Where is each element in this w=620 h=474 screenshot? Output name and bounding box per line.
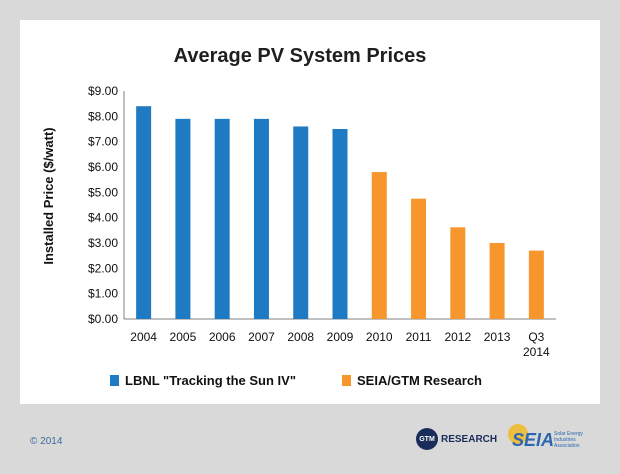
x-tick-label: 2006 — [209, 330, 236, 344]
x-tick-label: 2005 — [170, 330, 197, 344]
legend-label: LBNL "Tracking the Sun IV" — [125, 373, 296, 388]
bar — [371, 172, 387, 319]
seia-subtitle: Solar Energy Industries Association — [554, 431, 583, 449]
legend-swatch — [110, 375, 119, 386]
x-tick-label: 2004 — [130, 330, 157, 344]
y-tick-label: $6.00 — [88, 160, 118, 174]
bar — [136, 106, 152, 319]
bar — [450, 227, 466, 319]
y-tick-label: $5.00 — [88, 185, 118, 199]
x-tick-label: 2013 — [484, 330, 511, 344]
bar — [489, 243, 505, 319]
chart-title: Average PV System Prices — [174, 45, 427, 67]
chart-panel: Average PV System Prices Installed Price… — [20, 20, 600, 404]
bar — [175, 118, 191, 319]
bar — [528, 250, 544, 319]
y-tick-label: $1.00 — [88, 287, 118, 301]
y-tick-label: $0.00 — [88, 312, 118, 326]
y-tick-label: $2.00 — [88, 261, 118, 275]
legend-label: SEIA/GTM Research — [357, 373, 482, 388]
y-tick-label: $9.00 — [88, 84, 118, 98]
x-tick-label: Q3 2014 — [523, 330, 550, 359]
bar — [253, 118, 269, 319]
y-tick-label: $4.00 — [88, 211, 118, 225]
y-tick-label: $7.00 — [88, 135, 118, 149]
y-axis-label: Installed Price ($/watt) — [41, 127, 56, 264]
sun-icon — [508, 424, 528, 444]
x-tick-label: 2007 — [248, 330, 275, 344]
bar — [293, 126, 309, 319]
legend-swatch — [342, 375, 351, 386]
bars — [136, 106, 544, 319]
seia-logo: SEIA Solar Energy Industries Association — [508, 424, 588, 454]
y-tick-label: $8.00 — [88, 109, 118, 123]
legend: LBNL "Tracking the Sun IV" SEIA/GTM Resea… — [110, 373, 482, 388]
gtm-research-logo: GTM RESEARCH — [416, 428, 497, 450]
gtm-badge: GTM — [416, 428, 438, 450]
bar — [411, 198, 427, 319]
y-tick-label: $3.00 — [88, 236, 118, 250]
bar — [332, 129, 348, 319]
x-axis: 2004 2005 2006 2007 2008 2009 2010 2011 2012 2013… — [130, 330, 550, 359]
x-tick-label: 2008 — [287, 330, 314, 344]
chart: Average PV System Prices Installed Price… — [41, 45, 556, 388]
x-tick-label: 2009 — [327, 330, 354, 344]
seia-word: SEIA — [512, 430, 555, 450]
copyright-text: © 2014 — [30, 436, 63, 447]
x-tick-label: 2012 — [444, 330, 471, 344]
x-tick-label: 2010 — [366, 330, 393, 344]
gtm-word: RESEARCH — [441, 433, 498, 445]
bar — [214, 118, 230, 319]
x-tick-label: 2011 — [406, 330, 432, 344]
y-axis: $0.00 $1.00 $2.00 $3.00 $4.00 $5.00 $6.00 $7.00… — [88, 84, 118, 326]
